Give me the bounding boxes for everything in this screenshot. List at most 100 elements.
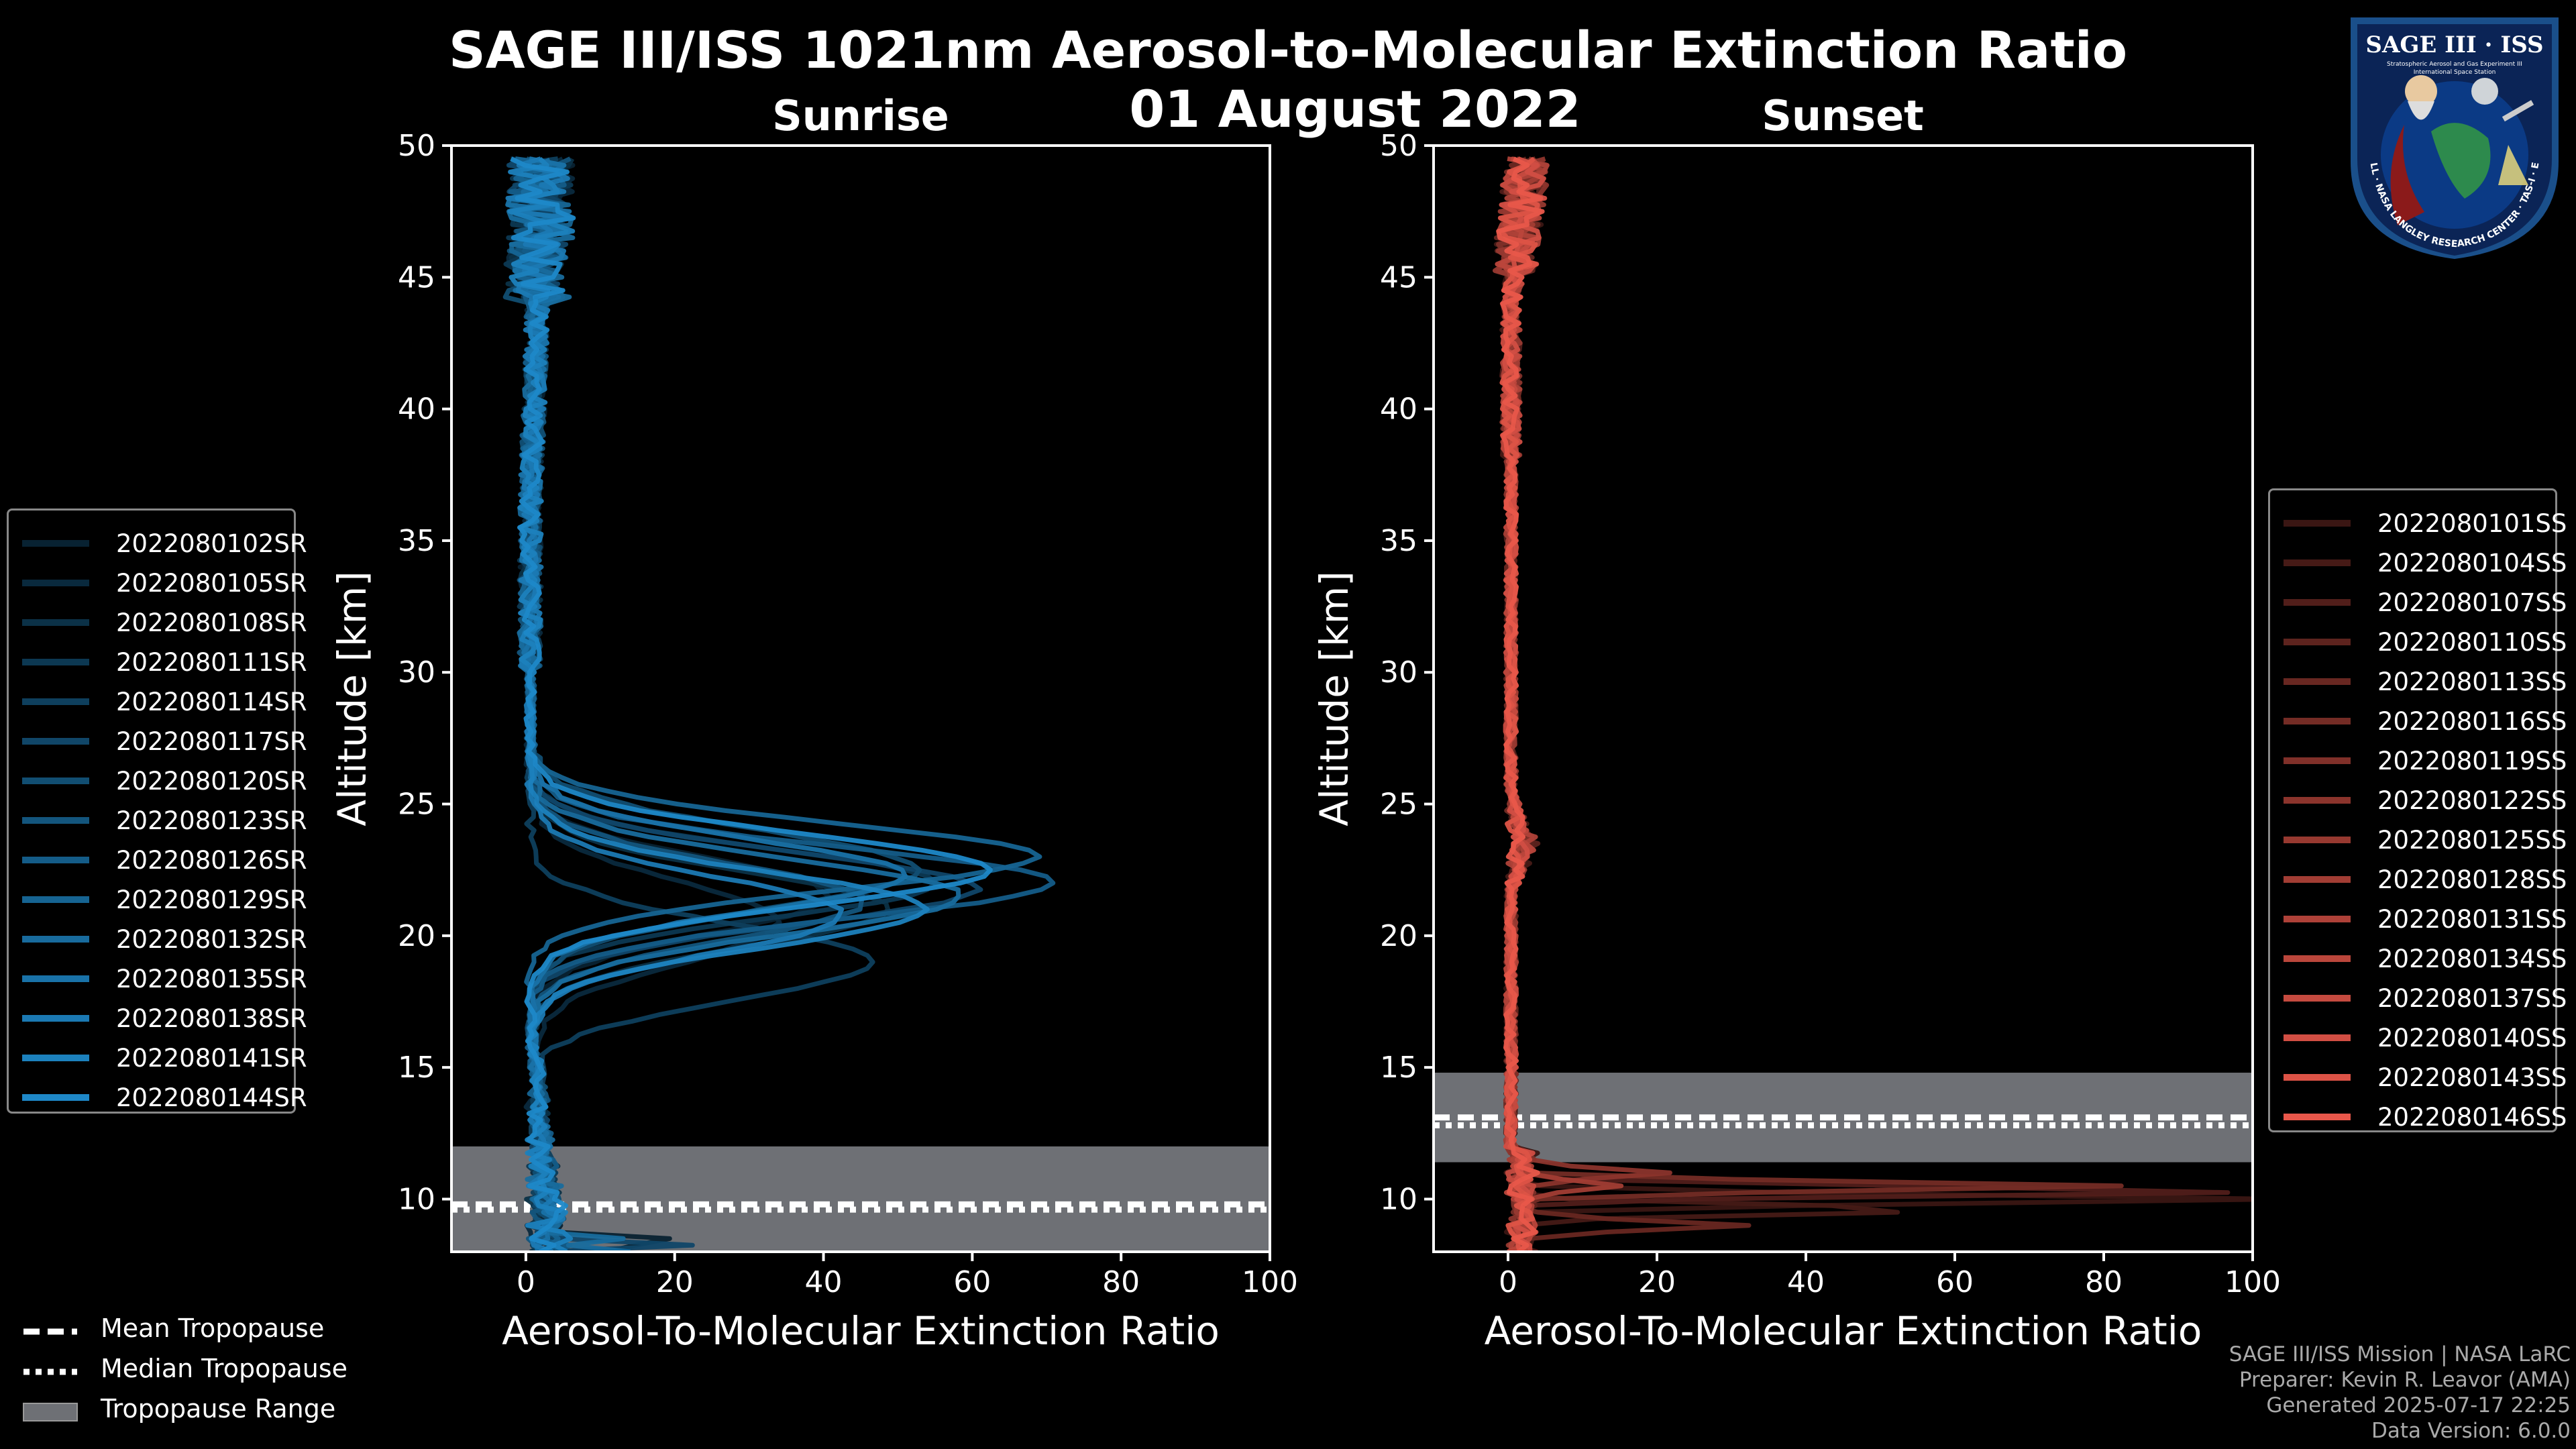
legend-swatch	[2284, 797, 2351, 804]
legend-swatch	[22, 896, 89, 903]
legend-label: 2022080131SS	[2377, 904, 2567, 934]
legend-item-2022080137SS: 2022080137SS	[2270, 979, 2567, 1018]
legend-item-2022080117SR: 2022080117SR	[9, 722, 307, 761]
y-tick-label: 20	[398, 919, 435, 953]
legend-label: 2022080108SR	[116, 608, 307, 637]
legend-item-2022080119SS: 2022080119SS	[2270, 741, 2567, 780]
sunset-legend: 2022080101SS 2022080104SS 2022080107SS 2022…	[2268, 488, 2567, 1132]
x-tick-label: 0	[517, 1265, 535, 1299]
legend-item-2022080120SR: 2022080120SR	[9, 761, 307, 800]
legend-item-2022080125SS: 2022080125SS	[2270, 820, 2567, 859]
legend-swatch	[2284, 757, 2351, 764]
x-tick-label: 60	[953, 1265, 991, 1299]
legend-label: 2022080141SR	[116, 1043, 307, 1073]
legend-item-2022080141SR: 2022080141SR	[9, 1038, 307, 1077]
x-tick-label: 80	[1102, 1265, 1140, 1299]
legend-label: 2022080107SS	[2377, 588, 2567, 617]
credit-generated: Generated 2025-07-17 22:25	[2266, 1393, 2571, 1417]
credit-preparer: Preparer: Kevin R. Leavor (AMA)	[2239, 1368, 2571, 1392]
series-line-2022080135SR	[505, 156, 908, 1252]
x-axis-label: Aerosol-To-Molecular Extinction Ratio	[502, 1308, 1220, 1354]
credit-version: Data Version: 6.0.0	[2371, 1419, 2571, 1443]
legend-item-2022080138SR: 2022080138SR	[9, 999, 307, 1038]
legend-label: 2022080102SR	[116, 529, 307, 558]
x-tick-label: 40	[1787, 1265, 1825, 1299]
series-line-2022080105SR	[506, 156, 782, 1252]
legend-swatch	[22, 738, 89, 745]
legend-item-2022080108SR: 2022080108SR	[9, 603, 307, 642]
legend-item-2022080104SS: 2022080104SS	[2270, 543, 2567, 582]
x-tick-label: 100	[2224, 1265, 2281, 1299]
legend-label: 2022080105SR	[116, 568, 307, 598]
credit-mission: SAGE III/ISS Mission | NASA LaRC	[2229, 1342, 2571, 1366]
series-line-2022080123SR	[514, 156, 865, 1252]
series-line-2022080114SR	[506, 156, 875, 1252]
legend-label: 2022080111SR	[116, 647, 307, 677]
y-tick-label: 35	[398, 524, 435, 558]
legend-swatch	[2284, 876, 2351, 883]
legend-item-2022080101SS: 2022080101SS	[2270, 504, 2567, 543]
legend-label: 2022080110SS	[2377, 627, 2567, 657]
legend-item-2022080111SR: 2022080111SR	[9, 643, 307, 682]
legend-median-tropopause: Median Tropopause	[23, 1354, 347, 1383]
legend-label: 2022080125SS	[2377, 825, 2567, 855]
legend-swatch	[2284, 520, 2351, 527]
legend-swatch	[2284, 718, 2351, 724]
legend-swatch	[22, 659, 89, 665]
y-tick-label: 15	[398, 1051, 435, 1085]
legend-swatch	[22, 936, 89, 943]
legend-item-2022080144SR: 2022080144SR	[9, 1078, 307, 1117]
legend-item-2022080123SR: 2022080123SR	[9, 801, 307, 840]
series-line-2022080117SR	[506, 156, 983, 1252]
legend-label: 2022080138SR	[116, 1004, 307, 1033]
legend-label: 2022080120SR	[116, 766, 307, 796]
legend-label: 2022080143SS	[2377, 1063, 2567, 1092]
legend-swatch	[22, 817, 89, 824]
legend-item-2022080143SS: 2022080143SS	[2270, 1058, 2567, 1097]
series-line-2022080144SR	[510, 156, 993, 1252]
legend-swatch	[22, 1015, 89, 1022]
legend-swatch	[2284, 1034, 2351, 1041]
legend-label: 2022080137SS	[2377, 983, 2567, 1013]
y-tick-label: 40	[398, 392, 435, 427]
series-line-2022080126SR	[508, 158, 1056, 1252]
legend-item-2022080135SR: 2022080135SR	[9, 959, 307, 998]
legend-label: 2022080113SS	[2377, 667, 2567, 696]
legend-label: 2022080122SS	[2377, 786, 2567, 815]
legend-swatch	[2284, 559, 2351, 566]
series-line-2022080138SR	[505, 156, 845, 1252]
legend-swatch	[2284, 995, 2351, 1002]
legend-label: 2022080128SS	[2377, 865, 2567, 894]
legend-swatch	[22, 777, 89, 784]
legend-item-2022080129SR: 2022080129SR	[9, 880, 307, 919]
legend-swatch	[22, 540, 89, 547]
legend-label: 2022080123SR	[116, 806, 307, 835]
x-axis-label: Aerosol-To-Molecular Extinction Ratio	[1485, 1308, 2202, 1354]
legend-mean-tropopause: Mean Tropopause	[23, 1313, 325, 1343]
legend-swatch	[22, 857, 89, 863]
chart-date: 01 August 2022	[1129, 79, 1581, 139]
legend-label: 2022080140SS	[2377, 1023, 2567, 1053]
legend-swatch	[22, 580, 89, 586]
legend-swatch	[2284, 837, 2351, 843]
legend-swatch	[22, 619, 89, 626]
legend-label: 2022080104SS	[2377, 548, 2567, 578]
sage-iii-logo: SAGE III · ISS Stratospheric Aerosol and…	[2344, 11, 2559, 259]
legend-swatch	[2284, 955, 2351, 962]
y-axis-label: Altitude [km]	[329, 571, 375, 826]
x-tick-label: 40	[805, 1265, 843, 1299]
logo-line-1: Stratospheric Aerosol and Gas Experiment…	[2387, 61, 2522, 68]
legend-item-2022080113SS: 2022080113SS	[2270, 662, 2567, 701]
series-line-2022080111SR	[503, 156, 938, 1252]
legend-item-2022080140SS: 2022080140SS	[2270, 1018, 2567, 1057]
x-tick-label: 20	[1638, 1265, 1676, 1299]
x-tick-label: 80	[2085, 1265, 2123, 1299]
legend-label: 2022080144SR	[116, 1083, 307, 1112]
sunrise-legend: 2022080102SR 2022080105SR 2022080108SR 2022…	[7, 508, 307, 1114]
plot-frame	[450, 144, 1271, 1253]
y-tick-label: 10	[398, 1182, 435, 1216]
x-tick-label: 100	[1242, 1265, 1298, 1299]
legend-label: 2022080146SS	[2377, 1102, 2567, 1132]
legend-swatch	[2284, 599, 2351, 606]
legend-item-2022080102SR: 2022080102SR	[9, 524, 307, 563]
